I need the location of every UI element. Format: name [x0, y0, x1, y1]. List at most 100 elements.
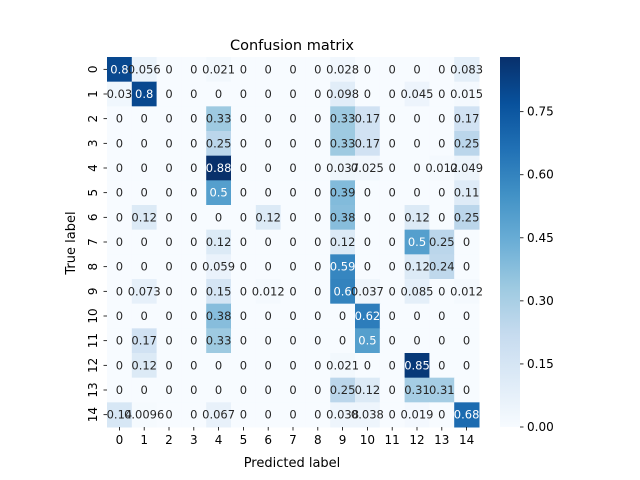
- cell-value-label: 0.5: [209, 186, 227, 200]
- heatmap-cell: [330, 81, 356, 107]
- colorbar-tick-label: 0.30: [527, 294, 554, 308]
- cell-value-label: 0: [265, 309, 272, 323]
- cell-value-label: 0: [314, 235, 321, 249]
- heatmap-cell: [231, 254, 257, 280]
- heatmap-cell: [280, 155, 306, 181]
- heatmap-cell: [454, 377, 480, 403]
- cell-value-label: 0: [190, 309, 197, 323]
- heatmap-cell: [429, 279, 455, 305]
- cell-value-label: 0: [141, 186, 148, 200]
- heatmap-cell: [131, 57, 158, 83]
- cell-value-label: 0: [240, 235, 247, 249]
- heatmap-cell: [454, 254, 480, 280]
- cell-value-label: 0.12: [330, 235, 356, 249]
- cell-value-label: 0.25: [330, 383, 356, 397]
- heatmap-cell: [231, 279, 257, 305]
- cell-value-label: 0: [240, 210, 247, 224]
- heatmap-cell: [379, 279, 406, 305]
- heatmap-cell: [379, 106, 406, 132]
- heatmap-cell: [454, 81, 480, 107]
- x-tick-label: 2: [165, 433, 173, 447]
- cell-value-label: 0: [289, 383, 296, 397]
- heatmap-cell: [355, 229, 381, 255]
- cell-value-label: 0: [314, 87, 321, 101]
- cell-value-label: 0: [364, 235, 371, 249]
- heatmap-cell: [454, 205, 480, 231]
- y-tick-label: 8: [86, 263, 100, 271]
- cell-value-label: 0.098: [326, 87, 359, 101]
- heatmap-cell: [404, 205, 430, 231]
- heatmap-cell: [206, 377, 232, 403]
- cell-value-label: 0: [314, 408, 321, 422]
- heatmap-cell: [379, 254, 406, 280]
- heatmap-cell: [379, 229, 406, 255]
- heatmap-cell: [280, 303, 306, 329]
- cell-value-label: 0: [165, 62, 172, 76]
- heatmap-cell: [454, 279, 480, 305]
- cell-value-label: 0.037: [351, 284, 384, 298]
- heatmap-cell: [181, 353, 207, 379]
- cell-value-label: 0.33: [330, 136, 356, 150]
- heatmap-cell: [404, 229, 430, 255]
- heatmap-cell: [280, 328, 306, 354]
- colorbar-tick-label: 0.60: [527, 168, 554, 182]
- x-tick-label: 5: [240, 433, 248, 447]
- cell-value-label: 0: [240, 358, 247, 372]
- cell-value-label: 0: [165, 260, 172, 274]
- cell-value-label: 0: [289, 210, 296, 224]
- cell-value-label: 0.68: [454, 408, 480, 422]
- heatmap-cell: [131, 229, 158, 255]
- heatmap-cell: [107, 353, 133, 379]
- heatmap-cell: [156, 402, 182, 428]
- heatmap-cell: [231, 155, 257, 181]
- cell-value-label: 0: [289, 136, 296, 150]
- heatmap-cell: [156, 279, 182, 305]
- heatmap-cell: [330, 402, 356, 428]
- cell-value-label: 0: [116, 112, 123, 126]
- cell-value-label: 0: [314, 112, 321, 126]
- cell-value-label: 0: [339, 309, 346, 323]
- heatmap-cell: [181, 205, 207, 231]
- cell-value-label: 0: [314, 334, 321, 348]
- cell-value-label: 0.12: [355, 383, 381, 397]
- x-tick-label: 11: [385, 433, 400, 447]
- y-tick-label: 1: [86, 90, 100, 98]
- cell-value-label: 0: [265, 358, 272, 372]
- cell-value-label: 0.012: [425, 161, 458, 175]
- cell-value-label: 0: [190, 235, 197, 249]
- cell-value-label: 0: [141, 383, 148, 397]
- cell-value-label: 0: [116, 210, 123, 224]
- cell-value-label: 0.5: [358, 334, 376, 348]
- cell-value-label: 0: [438, 284, 445, 298]
- cell-value-label: 0.12: [206, 235, 232, 249]
- heatmap-cell: [429, 106, 455, 132]
- cell-value-label: 0: [463, 383, 470, 397]
- heatmap-cell: [255, 303, 282, 329]
- cell-value-label: 0: [438, 309, 445, 323]
- heatmap-cell: [404, 131, 430, 157]
- heatmap-cell: [330, 106, 356, 132]
- heatmap-cell: [255, 131, 282, 157]
- heatmap-cell: [206, 229, 232, 255]
- cell-value-label: 0.33: [206, 334, 232, 348]
- heatmap-cell: [305, 180, 331, 206]
- cell-value-label: 0: [289, 309, 296, 323]
- heatmap-cell: [255, 229, 282, 255]
- heatmap-cell: [429, 205, 455, 231]
- heatmap-cell: [156, 377, 182, 403]
- y-tick-label: 11: [86, 333, 100, 348]
- x-axis-ticks: 0 1 2 3 4 5 6 7 8 9 10 11 12 13 14: [116, 427, 474, 447]
- cell-value-label: 0: [165, 358, 172, 372]
- cell-value-label: 0: [240, 284, 247, 298]
- y-axis-label: True label: [64, 211, 79, 275]
- cell-value-label: 0: [240, 161, 247, 175]
- heatmap-cell: [181, 155, 207, 181]
- cell-value-label: 0: [265, 161, 272, 175]
- cell-value-label: 0: [265, 235, 272, 249]
- cell-value-label: 0: [265, 136, 272, 150]
- heatmap-cell: [181, 303, 207, 329]
- cell-value-label: 0.25: [206, 136, 232, 150]
- heatmap-cell: [107, 57, 133, 83]
- cell-value-label: 0.025: [351, 161, 384, 175]
- cell-value-label: 0.38: [206, 309, 232, 323]
